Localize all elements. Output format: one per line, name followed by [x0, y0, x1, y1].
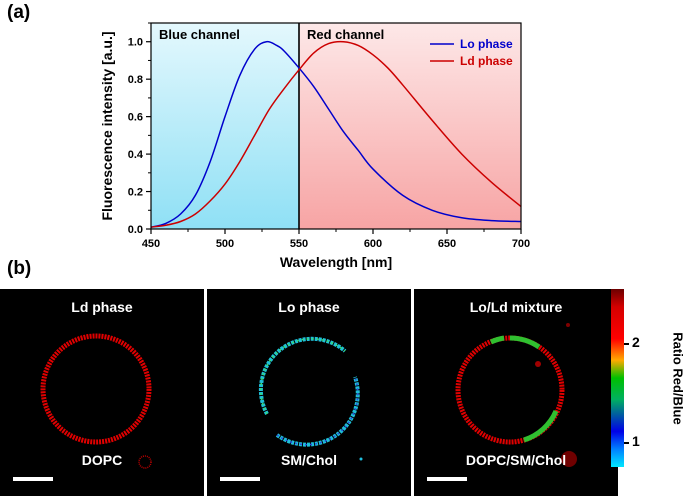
scale-bar [220, 477, 260, 481]
y-tick-label: 0.0 [128, 224, 143, 236]
image-sample-label: DOPC/SM/Chol [465, 452, 567, 468]
legend-label: Ld phase [460, 54, 513, 68]
image-panel-mixture: Lo/Ld mixture DOPC/SM/Chol [414, 289, 618, 496]
y-tick-label: 0.8 [128, 74, 143, 86]
x-axis-label: Wavelength [nm] [280, 254, 392, 270]
scale-bar [13, 477, 53, 481]
y-tick-label: 0.6 [128, 112, 143, 124]
region-1 [299, 23, 521, 229]
panel-b-label: (b) [7, 258, 32, 279]
vesicle-ring [40, 333, 152, 469]
colorbar-tick-label: 1 [632, 433, 640, 449]
colorbar-tick-label: 2 [632, 334, 640, 350]
series-line [150, 40, 522, 228]
colorbar-tick [624, 343, 629, 345]
region-label: Red channel [307, 27, 384, 42]
image-title: Lo phase [278, 299, 340, 315]
image-title: Lo/Ld mixture [469, 299, 563, 315]
image-sample-label: SM/Chol [281, 452, 337, 468]
panel-a-label: (a) [7, 2, 31, 23]
ratio-colorbar [611, 289, 624, 467]
y-tick-label: 1.0 [128, 37, 143, 49]
y-tick-label: 0.2 [128, 187, 143, 199]
series-line [150, 40, 522, 228]
image-sample-label: DOPC [81, 452, 123, 468]
chart-legend: Lo phase Ld phase [430, 37, 513, 68]
chart-axes: 450 500 550 600 650 700 0.0 0.2 0.4 0.6 0.8 1.0 Wave… [99, 22, 530, 270]
vesicle-ring [258, 336, 363, 461]
image-panel-lo: Lo phase SM/Chol [207, 289, 411, 496]
legend-label: Lo phase [460, 37, 513, 51]
x-tick-label: 500 [216, 238, 234, 250]
series-lines [150, 40, 522, 228]
vesicle-ring [455, 323, 577, 467]
image-title: Ld phase [71, 299, 133, 315]
y-axis-label: Fluorescence intensity [a.u.] [99, 31, 115, 220]
scale-bar [427, 477, 467, 481]
colorbar-tick [624, 442, 629, 444]
x-tick-label: 700 [512, 238, 530, 250]
x-tick-label: 650 [438, 238, 456, 250]
region-label: Blue channel [159, 27, 240, 42]
x-tick-label: 450 [142, 238, 160, 250]
x-tick-label: 600 [364, 238, 382, 250]
colorbar-title: Ratio Red/Blue [670, 332, 685, 425]
x-tick-label: 550 [290, 238, 308, 250]
channel-regions: Blue channel Red channel [151, 23, 521, 229]
spectrum-chart: Blue channel Red channel 450 500 550 600 650 7… [99, 22, 530, 270]
region-0 [151, 23, 299, 229]
image-panel-ld: Ld phase DOPC [0, 289, 204, 496]
y-tick-label: 0.4 [128, 149, 144, 161]
